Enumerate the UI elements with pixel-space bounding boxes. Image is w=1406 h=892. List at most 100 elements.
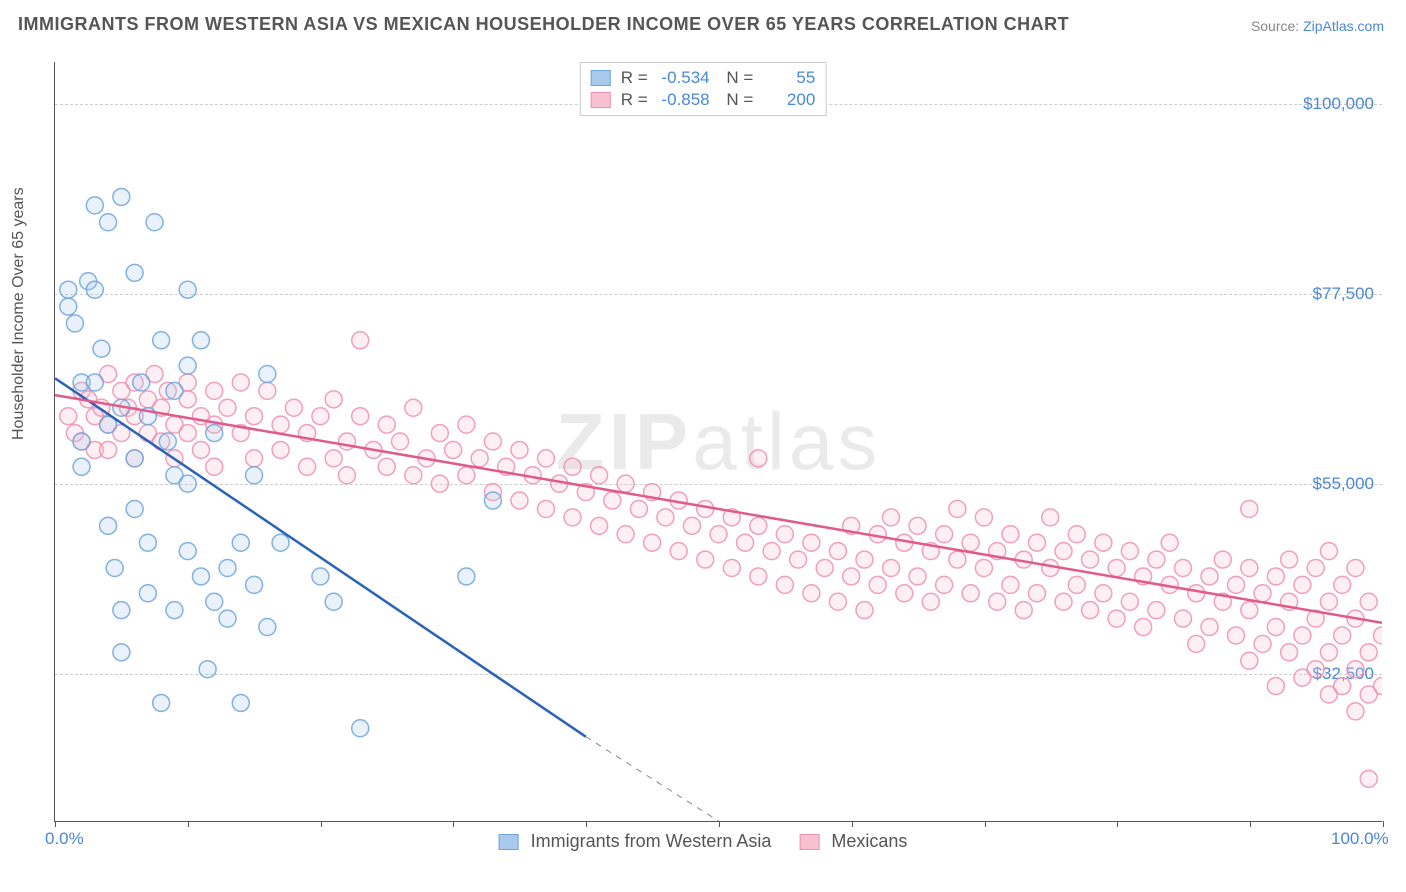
data-point [989,593,1006,610]
data-point [272,441,289,458]
data-point [604,492,621,509]
data-point [1267,678,1284,695]
data-point [883,560,900,577]
data-point [697,551,714,568]
data-point [909,568,926,585]
data-point [564,509,581,526]
data-point [179,425,196,442]
data-point [657,509,674,526]
data-point [856,602,873,619]
data-point [1360,644,1377,661]
stat-value-n: 55 [759,67,815,89]
data-point [1294,576,1311,593]
data-point [537,450,554,467]
data-point [484,492,501,509]
data-point [710,526,727,543]
data-point [325,391,342,408]
x-tick [985,821,986,827]
data-point [192,568,209,585]
data-point [179,281,196,298]
data-point [392,433,409,450]
data-point [1002,576,1019,593]
x-tick [55,821,56,827]
swatch-icon [799,834,819,850]
data-point [829,543,846,560]
stat-value-r: -0.534 [654,67,710,89]
data-point [1028,585,1045,602]
x-tick [321,821,322,827]
data-point [312,408,329,425]
data-point [803,585,820,602]
stat-label-r: R = [621,89,648,111]
data-point [325,593,342,610]
data-point [1347,560,1364,577]
data-point [445,441,462,458]
data-point [1320,543,1337,560]
data-point [1174,610,1191,627]
data-point [1320,644,1337,661]
data-point [1360,593,1377,610]
data-point [909,517,926,534]
data-point [1148,551,1165,568]
data-point [617,475,634,492]
data-point [1334,576,1351,593]
data-point [843,568,860,585]
data-point [153,694,170,711]
data-point [113,602,130,619]
data-point [86,374,103,391]
data-point [126,450,143,467]
data-point [936,576,953,593]
data-point [1214,551,1231,568]
legend-label: Immigrants from Western Asia [531,831,772,852]
data-point [458,568,475,585]
data-point [378,458,395,475]
data-point [1320,593,1337,610]
data-point [60,408,77,425]
data-point [484,433,501,450]
data-point [199,661,216,678]
data-point [829,593,846,610]
x-tick [852,821,853,827]
data-point [949,500,966,517]
data-point [1228,576,1245,593]
data-point [962,585,979,602]
chart-title: IMMIGRANTS FROM WESTERN ASIA VS MEXICAN … [18,14,1069,35]
data-point [179,357,196,374]
data-point [431,475,448,492]
swatch-icon [591,70,611,86]
data-point [1082,602,1099,619]
data-point [232,694,249,711]
data-point [272,416,289,433]
data-point [153,332,170,349]
data-point [1241,500,1258,517]
data-point [1055,543,1072,560]
data-point [1095,534,1112,551]
swatch-icon [499,834,519,850]
x-tick-label: 100.0% [1331,829,1389,849]
data-point [511,441,528,458]
data-point [246,408,263,425]
data-point [1174,560,1191,577]
data-point [1161,534,1178,551]
data-point [166,382,183,399]
x-tick-label: 0.0% [45,829,84,849]
data-point [1055,593,1072,610]
chart-svg [55,62,1382,821]
data-point [1042,509,1059,526]
x-tick [188,821,189,827]
legend-item: Mexicans [799,831,907,852]
data-point [352,720,369,737]
x-tick [453,821,454,827]
legend-stats: R = -0.534 N = 55 R = -0.858 N = 200 [580,62,827,116]
data-point [405,399,422,416]
stat-label-n: N = [726,67,753,89]
data-point [106,560,123,577]
data-point [232,374,249,391]
data-point [776,526,793,543]
data-point [1254,585,1271,602]
data-point [1347,703,1364,720]
data-point [1347,661,1364,678]
trend-line [55,378,586,736]
source-link[interactable]: ZipAtlas.com [1303,18,1384,34]
data-point [146,214,163,231]
